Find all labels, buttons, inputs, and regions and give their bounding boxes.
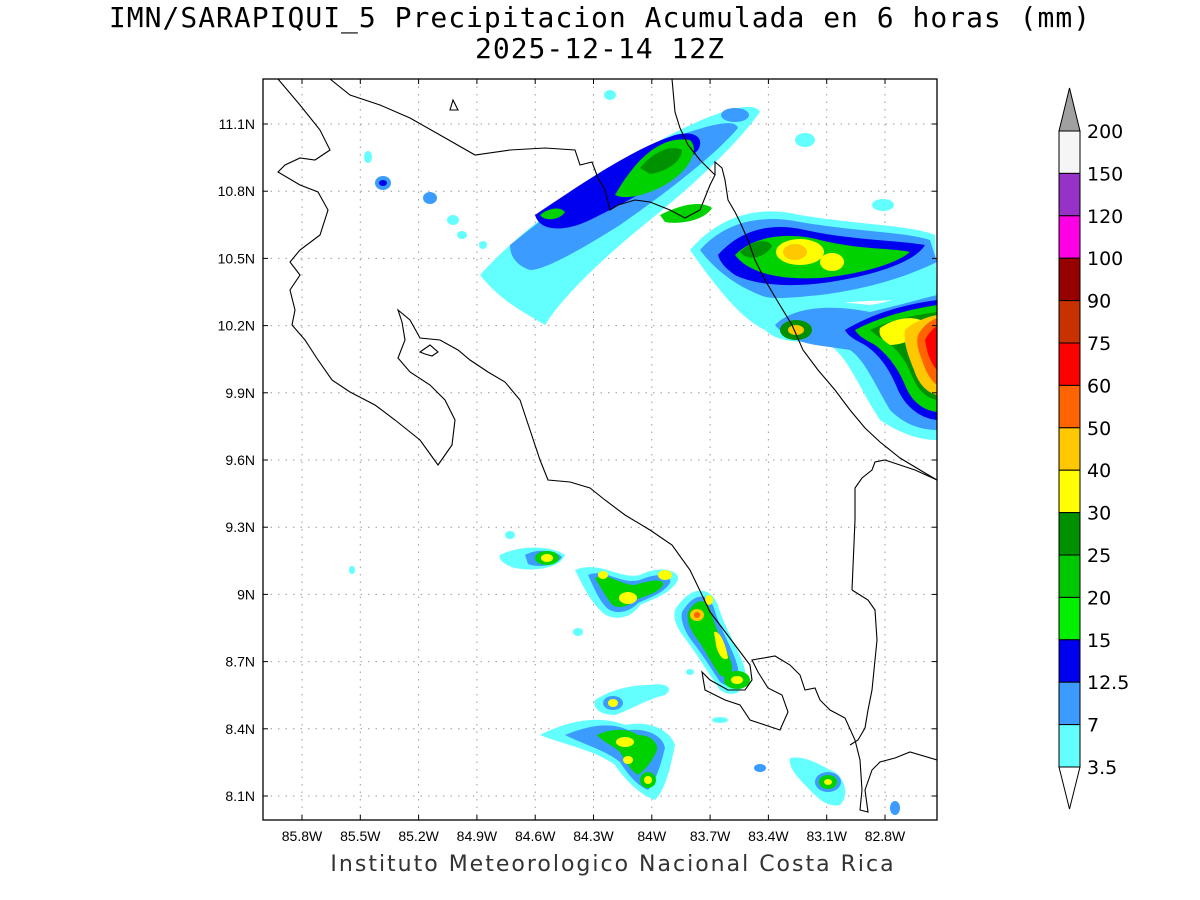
colorbar-label: 150 <box>1087 163 1123 185</box>
rain-band-north <box>364 90 937 440</box>
title-line-2: 2025-12-14 12Z <box>474 32 725 65</box>
coastlines-borders <box>277 79 937 813</box>
colorbar-label: 60 <box>1087 375 1111 397</box>
colorbar-label: 7 <box>1087 715 1099 737</box>
colorbar-swatch <box>1058 554 1081 598</box>
plot-area: 11.1N 10.8N 10.5N 10.2N 9.9N 9.6N 9.3N 9N 8.7N 8.… <box>218 78 938 844</box>
lon-tick-label: 83.1W <box>806 828 847 844</box>
colorbar-swatch <box>1058 639 1081 683</box>
colorbar-swatch <box>1058 681 1081 726</box>
lat-tick-label: 8.4N <box>225 721 255 737</box>
plot-frame <box>262 78 938 821</box>
colorbar-label: 50 <box>1087 418 1111 440</box>
colorbar-top-arrow <box>1058 87 1081 132</box>
colorbar-label: 3.5 <box>1087 757 1117 779</box>
footer-credit: Instituto Meteorologico Nacional Costa R… <box>330 852 896 877</box>
map-title: IMN/SARAPIQUI_5 Precipitacion Acumulada … <box>0 2 1200 64</box>
colorbar-label: 200 <box>1087 121 1123 143</box>
lat-tick-label: 8.1N <box>225 788 255 804</box>
lon-tick-label: 83.7W <box>690 828 731 844</box>
colorbar-bottom-arrow <box>1058 766 1081 810</box>
lon-tick-label: 85.2W <box>398 828 439 844</box>
colorbar-label: 120 <box>1087 206 1123 228</box>
lon-tick-label: 85.5W <box>340 828 381 844</box>
colorbar-label: 90 <box>1087 291 1111 313</box>
colorbar-swatch <box>1058 427 1081 471</box>
lat-tick-label: 9.3N <box>225 519 255 535</box>
colorbar-swatch <box>1058 596 1081 641</box>
lat-tick-label: 10.8N <box>218 183 255 199</box>
lon-tick-label: 85.8W <box>282 828 323 844</box>
lon-tick-label: 82.8W <box>865 828 906 844</box>
axis-ticks <box>263 79 937 820</box>
title-line-1: IMN/SARAPIQUI_5 Precipitacion Acumulada … <box>108 1 1092 34</box>
lat-tick-label: 11.1N <box>219 116 255 132</box>
lon-tick-label: 84W <box>637 828 667 844</box>
lon-tick-label: 84.3W <box>573 828 614 844</box>
lat-tick-label: 9.6N <box>225 452 255 468</box>
colorbar-swatch <box>1058 469 1081 514</box>
colorbar-swatch <box>1058 384 1081 429</box>
colorbar-legend: 3.5 7 12.5 15 20 25 30 40 50 60 75 90 100 120 150 200 <box>1058 87 1129 810</box>
colorbar-label: 25 <box>1087 545 1111 567</box>
lat-tick-label: 10.2N <box>218 318 255 334</box>
colorbar-swatch <box>1058 257 1081 302</box>
lon-tick-label: 83.4W <box>748 828 789 844</box>
colorbar-label: 15 <box>1087 630 1111 652</box>
colorbar-label: 12.5 <box>1087 672 1129 694</box>
latitude-axis-labels: 11.1N 10.8N 10.5N 10.2N 9.9N 9.6N 9.3N 9N 8.7N 8.… <box>218 116 255 804</box>
colorbar-label: 30 <box>1087 503 1111 525</box>
colorbar-swatch <box>1058 172 1081 217</box>
colorbar-swatch <box>1058 215 1081 259</box>
colorbar-swatch <box>1058 130 1081 174</box>
colorbar-label: 40 <box>1087 460 1111 482</box>
precipitation-field <box>349 90 937 815</box>
lat-tick-label: 9.9N <box>225 385 255 401</box>
colorbar-label: 100 <box>1087 248 1123 270</box>
longitude-axis-labels: 85.8W 85.5W 85.2W 84.9W 84.6W 84.3W 84W 83.7W 83… <box>282 828 906 844</box>
lon-tick-label: 84.9W <box>457 828 498 844</box>
colorbar-swatch <box>1058 342 1081 386</box>
lat-tick-label: 8.7N <box>225 654 255 670</box>
colorbar-swatch <box>1058 512 1081 556</box>
colorbar-swatch <box>1058 724 1081 768</box>
colorbar-swatch <box>1058 300 1081 344</box>
lat-tick-label: 9N <box>237 586 255 602</box>
rain-cells-south <box>349 531 900 815</box>
lat-tick-label: 10.5N <box>218 250 255 266</box>
colorbar-label: 20 <box>1087 587 1111 609</box>
lon-tick-label: 84.6W <box>515 828 556 844</box>
colorbar-label: 75 <box>1087 333 1111 355</box>
